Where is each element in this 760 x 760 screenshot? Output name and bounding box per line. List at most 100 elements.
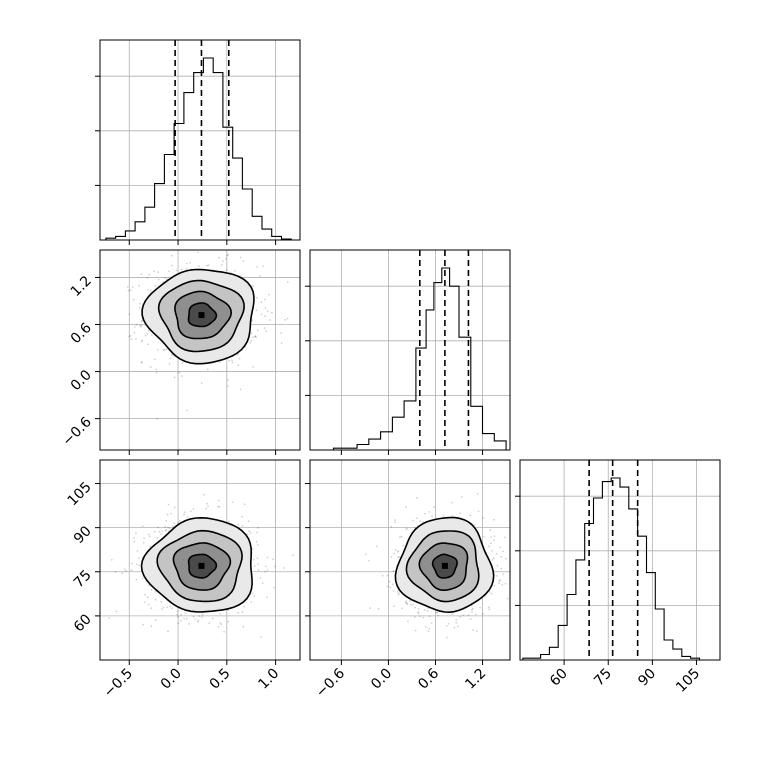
panel-2-0-sample-point — [142, 623, 144, 626]
panel-1-0-sample-point — [225, 269, 228, 271]
panel-2-1-sample-point — [397, 550, 400, 552]
panel-1-0-sample-point — [151, 334, 153, 336]
panel-1-0-sample-point — [141, 339, 144, 342]
panel-2-1-sample-point — [390, 556, 393, 558]
panel-2-1-sample-point — [414, 606, 416, 609]
panel-1-0-sample-point — [157, 271, 160, 274]
panel-2-0-sample-point — [257, 544, 259, 546]
panel-2-0-sample-point — [265, 565, 267, 568]
panel-2-1-sample-point — [424, 512, 426, 515]
panel-1-0-sample-point — [140, 325, 143, 328]
panel-1-0-sample-point — [251, 336, 254, 339]
panel-2-0-sample-point — [142, 541, 145, 544]
panel-1-0-sample-point — [250, 339, 253, 342]
panel-2-1-sample-point — [474, 613, 477, 616]
panel-2-0-sample-point — [237, 523, 240, 526]
panel-2-1-sample-point — [392, 590, 395, 592]
panel-1-0-sample-point — [228, 359, 231, 362]
panel-2-0-sample-point — [241, 515, 244, 518]
panel-2-0-sample-point — [161, 608, 163, 611]
panel-1-0-sample-point — [250, 332, 253, 335]
panel-2-1-sample-point — [397, 593, 400, 596]
panel-2-1-sample-point — [401, 607, 404, 610]
panel-2-1-sample-point — [451, 613, 454, 615]
panel-2-0-sample-point — [256, 531, 258, 534]
panel-1-0-sample-point — [173, 376, 176, 379]
panel-1-0-sample-point — [133, 331, 136, 334]
panel-2-0-sample-point — [273, 586, 276, 589]
panel-1-0-sample-point — [260, 301, 263, 303]
panel-2-1-sample-point — [473, 524, 476, 527]
panel-2-0-sample-point — [165, 519, 168, 522]
panel-2-1-sample-point — [493, 584, 496, 587]
panel-2-0-sample-point — [188, 623, 191, 625]
panel-2-1-sample-point — [397, 556, 399, 559]
panel-2-0-sample-point — [180, 619, 182, 622]
panel-2-0-sample-point — [161, 530, 164, 533]
panel-1-0-sample-point — [140, 360, 143, 363]
hist-2-frame — [519, 459, 721, 661]
panel-2-1-sample-point — [364, 553, 367, 556]
panel-1-0-sample-point — [128, 313, 131, 315]
panel-1-0-sample-point — [155, 371, 158, 374]
panel-1-0-sample-point — [140, 273, 143, 276]
panel-2-0-sample-point — [143, 601, 146, 604]
panel-1-0-sample-point — [132, 298, 135, 301]
panel-2-1-sample-point — [483, 535, 485, 538]
panel-1-0-sample-point — [153, 270, 155, 273]
panel-1-0-sample-point — [156, 417, 158, 420]
panel-1-0-sample-point — [265, 330, 267, 332]
panel-2-0-sample-point — [138, 564, 140, 567]
panel-1-0-sample-point — [260, 313, 263, 316]
panel-1-0-sample-point — [185, 267, 188, 270]
panel-2-1-sample-point — [490, 542, 492, 545]
panel-2-0-sample-point — [164, 525, 167, 528]
panel-1-0-sample-point — [266, 310, 269, 313]
panel-2-1-sample-point — [389, 586, 392, 589]
panel-2-1-sample-point — [455, 619, 458, 621]
panel-2-0-sample-point — [167, 630, 169, 633]
panel-2-1-sample-point — [490, 536, 492, 539]
panel-2-0-sample-point — [243, 606, 245, 608]
panel-2-1-sample-point — [488, 591, 491, 593]
panel-2-1-contour-1 — [418, 542, 469, 591]
panel-1-0-sample-point — [139, 302, 141, 305]
panel-2-1-sample-point — [436, 611, 438, 614]
panel-1-0-sample-point — [162, 349, 165, 351]
line-layer — [105, 40, 700, 660]
panel-1-0-sample-point — [280, 342, 283, 344]
panel-2-1-sample-point — [471, 608, 473, 611]
panel-2-1-sample-point — [398, 592, 400, 595]
panel-1-0-peak-cell — [198, 312, 205, 319]
panel-2-1-sample-point — [418, 615, 421, 618]
panel-2-1-sample-point — [398, 556, 400, 558]
panel-2-0-peak-cell — [198, 562, 205, 569]
panel-2-0-sample-point — [208, 622, 211, 625]
panel-2-0-sample-point — [217, 625, 220, 628]
panel-2-0-sample-point — [261, 582, 264, 585]
panel-2-1-sample-point — [477, 510, 480, 513]
panel-2-0-sample-point — [150, 589, 153, 591]
panel-1-0-sample-point — [264, 298, 266, 301]
panel-2-0-sample-point — [183, 513, 185, 516]
panel-2-0-sample-point — [169, 605, 172, 608]
panel-2-1-sample-point — [476, 630, 478, 633]
panel-1-0-sample-point — [147, 329, 150, 332]
panel-2-0-contour-1 — [172, 542, 232, 591]
panel-2-1-sample-point — [417, 611, 420, 613]
panel-2-0-sample-point — [125, 570, 127, 573]
panel-1-0-sample-point — [238, 357, 241, 360]
panel-1-0-sample-point — [164, 277, 167, 280]
panel-2-1-sample-point — [482, 613, 484, 615]
panel-2-1-sample-point — [369, 607, 371, 609]
panel-2-1-sample-point — [409, 600, 411, 602]
density-fill-layer — [100, 40, 720, 660]
panel-2-0-sample-point — [150, 625, 153, 628]
panel-2-1-sample-point — [488, 606, 490, 609]
panel-1-0-sample-point — [239, 388, 242, 391]
panel-2-0-sample-point — [218, 505, 221, 508]
panel-2-1-sample-point — [504, 582, 507, 585]
panel-1-0-sample-point — [262, 265, 265, 267]
panel-2-0-sample-point — [183, 617, 186, 620]
panel-2-1-sample-point — [394, 519, 396, 521]
